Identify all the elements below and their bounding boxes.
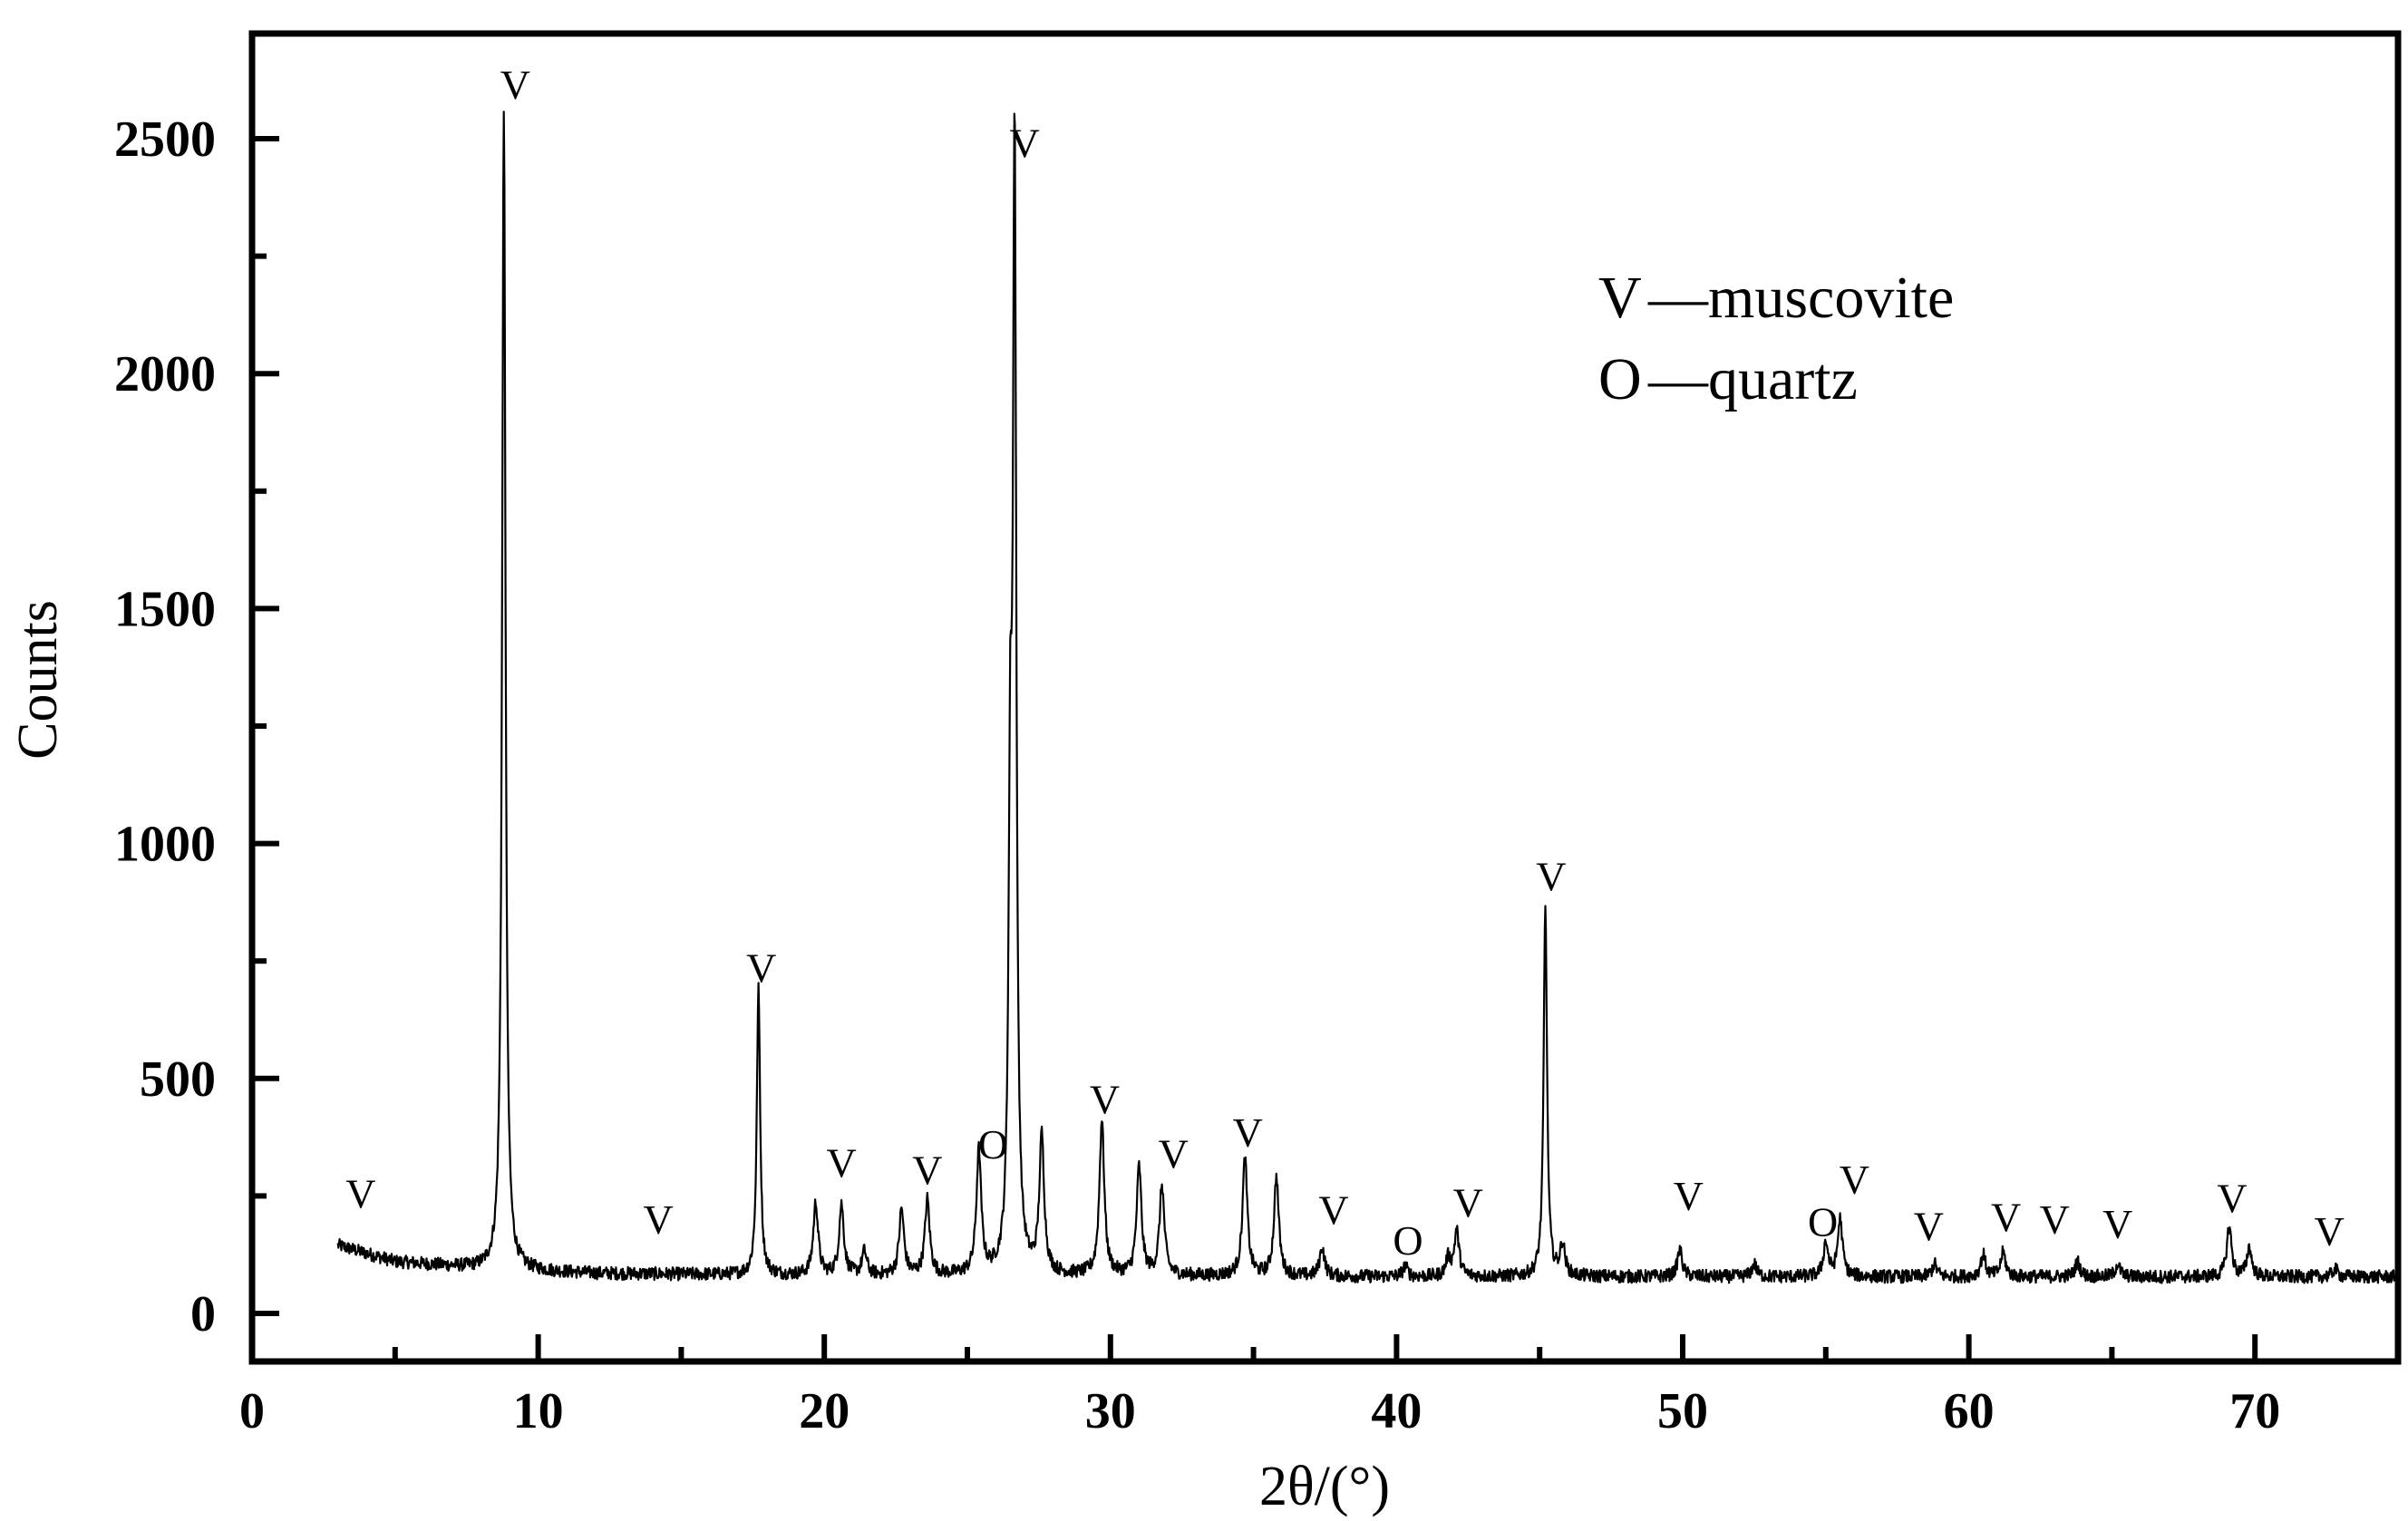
muscovite-marker: V bbox=[2217, 1176, 2247, 1222]
muscovite-marker: V bbox=[2040, 1196, 2070, 1243]
legend-symbol-muscovite: V bbox=[1598, 265, 1642, 331]
muscovite-marker: V bbox=[1674, 1173, 1704, 1219]
muscovite-marker: V bbox=[912, 1147, 942, 1193]
x-axis-title: 2θ/(°) bbox=[1259, 1456, 1390, 1517]
x-axis-ticks: 0 10 20 30 40 50 60 70 bbox=[239, 1334, 2280, 1439]
legend: V —muscovite O —quartz bbox=[1598, 265, 1954, 412]
y-tick-label: 2000 bbox=[114, 346, 216, 402]
muscovite-marker: V bbox=[1159, 1130, 1189, 1177]
x-tick-label: 50 bbox=[1657, 1383, 1708, 1439]
quartz-marker: O bbox=[978, 1121, 1008, 1167]
y-tick-label: 1500 bbox=[114, 581, 216, 637]
x-tick-label: 0 bbox=[239, 1383, 265, 1439]
quartz-marker: O bbox=[1808, 1198, 1838, 1245]
quartz-marker: O bbox=[1393, 1217, 1422, 1264]
x-tick-label: 10 bbox=[513, 1383, 564, 1439]
muscovite-marker: V bbox=[345, 1170, 375, 1216]
muscovite-marker: V bbox=[2315, 1208, 2345, 1255]
x-tick-label: 60 bbox=[1944, 1383, 1995, 1439]
muscovite-marker: V bbox=[2102, 1201, 2132, 1247]
legend-label-muscovite: —muscovite bbox=[1647, 265, 1954, 331]
muscovite-marker: V bbox=[1991, 1194, 2021, 1240]
x-tick-label: 40 bbox=[1371, 1383, 1422, 1439]
muscovite-marker: V bbox=[1010, 121, 1040, 167]
muscovite-marker: V bbox=[1536, 853, 1566, 899]
y-tick-label: 500 bbox=[140, 1051, 216, 1108]
muscovite-marker: V bbox=[746, 945, 776, 992]
muscovite-marker: V bbox=[1914, 1204, 1944, 1250]
y-axis-ticks: 0 500 1000 1500 2000 2500 bbox=[114, 111, 279, 1342]
muscovite-marker: V bbox=[1090, 1077, 1120, 1123]
x-tick-label: 20 bbox=[799, 1383, 850, 1439]
y-tick-label: 2500 bbox=[114, 111, 216, 168]
muscovite-marker: V bbox=[1318, 1187, 1348, 1234]
x-tick-label: 30 bbox=[1085, 1383, 1136, 1439]
y-tick-label: 1000 bbox=[114, 817, 216, 873]
muscovite-marker: V bbox=[1453, 1180, 1483, 1226]
muscovite-marker: V bbox=[827, 1140, 857, 1187]
muscovite-marker: V bbox=[1233, 1109, 1263, 1156]
y-tick-label: 0 bbox=[190, 1286, 216, 1342]
muscovite-marker: V bbox=[1840, 1157, 1869, 1203]
plot-frame bbox=[248, 30, 2402, 1365]
xrd-pattern-line bbox=[336, 111, 2400, 1284]
plot-area bbox=[336, 111, 2400, 1284]
muscovite-marker: V bbox=[644, 1196, 674, 1243]
legend-label-quartz: —quartz bbox=[1647, 346, 1858, 412]
x-tick-label: 70 bbox=[2229, 1383, 2280, 1439]
legend-symbol-quartz: O bbox=[1598, 346, 1642, 412]
y-axis-title: Counts bbox=[7, 600, 69, 760]
muscovite-marker: V bbox=[500, 62, 530, 108]
